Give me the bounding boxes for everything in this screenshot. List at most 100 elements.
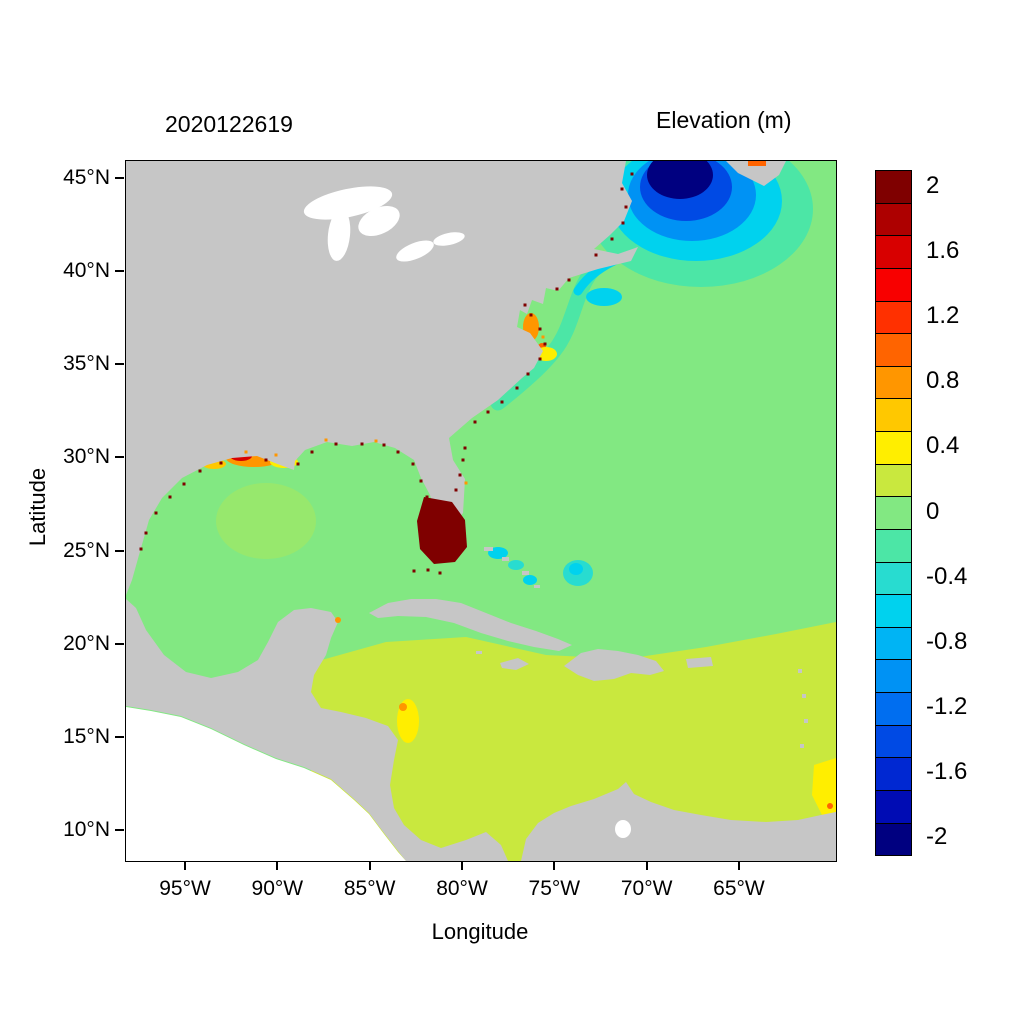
colorbar-block: [876, 431, 911, 464]
north-america-land: [126, 161, 638, 595]
coastal-cell-speckle: [412, 569, 416, 573]
south-florida-surge-blob: [417, 497, 467, 564]
x-tick-mark: [737, 861, 740, 870]
colorbar-block: [876, 594, 911, 627]
colorbar-block: [876, 561, 911, 595]
x-tick-label: 70°W: [620, 877, 673, 900]
coastal-cell-speckle: [411, 462, 415, 466]
coastal-cell-speckle: [219, 461, 223, 465]
nova-scotia-land: [726, 161, 786, 186]
elevation-map: [126, 161, 836, 861]
lake-superior: [303, 186, 393, 220]
colorbar-tick-label: 1.6: [926, 237, 960, 265]
bahamas-island-2: [502, 557, 509, 561]
coastal-cell-speckle: [168, 495, 172, 499]
y-tick-label: 10°N: [63, 817, 110, 841]
coastal-cell-speckle: [567, 278, 571, 282]
colorbar-block: [876, 822, 911, 856]
y-tick-label: 35°N: [63, 352, 110, 376]
coastal-cell-speckle: [523, 303, 527, 307]
cuba-island: [369, 599, 572, 651]
coastal-cell-speckle: [274, 453, 278, 457]
coastal-cell-speckle: [610, 237, 614, 241]
colorbar-block: [876, 659, 911, 692]
colorbar-block: [876, 724, 911, 758]
coastal-extreme-cells: [139, 172, 634, 575]
puerto-rico-island: [686, 657, 713, 668]
lake-huron: [358, 205, 400, 237]
turks-cyan-core: [569, 563, 583, 575]
x-tick-label: 65°W: [713, 877, 765, 900]
coastal-cell-speckle: [538, 327, 542, 331]
colorbar-tick-label: -1.2: [926, 692, 968, 720]
colorbar-tick-label: 0.8: [926, 367, 960, 395]
coastal-cell-speckle: [144, 531, 148, 535]
colorbar-block: [876, 626, 911, 660]
gulf-of-maine-core-navy: [647, 161, 713, 199]
map-plot-area: [125, 160, 837, 862]
caribbean-band: [311, 622, 836, 861]
y-tick-label: 25°N: [63, 538, 110, 562]
x-axis-label: Longitude: [431, 919, 529, 944]
colorbar-block: [876, 267, 911, 301]
colorbar: [875, 170, 912, 856]
coastal-cell-speckle: [529, 313, 533, 317]
coastal-cell-speckle: [334, 442, 338, 446]
y-axis-label: Latitude: [25, 467, 50, 547]
coastal-cell-speckle: [555, 287, 559, 291]
nova-scotia-orange-dash: [748, 161, 766, 166]
east-edge-yellow-patch: [812, 758, 836, 815]
coastal-cell-speckle: [264, 458, 268, 462]
pacific-no-data-region: [126, 707, 406, 861]
hispaniola-island: [564, 649, 664, 681]
coastal-cell-speckle: [500, 400, 504, 404]
colorbar-tick-labels: 2 1.6 1.2 0.8 0.4 0 -0.4 -0.8 -1.2 -1.6 -2: [926, 170, 1006, 853]
coastal-cell-speckle: [425, 495, 429, 499]
lake-michigan: [327, 209, 351, 261]
coastal-cell-speckle: [541, 335, 545, 339]
coastal-cell-speckle: [324, 438, 328, 442]
colorbar-tick-label: -0.4: [926, 562, 968, 590]
coastal-cell-speckle: [594, 253, 598, 257]
y-tick-label: 15°N: [63, 724, 110, 748]
x-tick-mark: [645, 861, 648, 870]
colorbar-block: [876, 300, 911, 334]
run-timestamp-title: 2020122619: [165, 111, 293, 137]
coastal-cell-speckle: [526, 372, 530, 376]
coastal-cell-speckle: [438, 571, 442, 575]
x-tick-mark: [368, 861, 371, 870]
bahamas-cyan-patch-2: [508, 560, 524, 570]
colorbar-block: [876, 528, 911, 562]
x-tick-mark: [460, 861, 463, 870]
y-tick-label: 20°N: [63, 631, 110, 655]
x-tick-label: 90°W: [251, 877, 304, 900]
y-tick-mark: [115, 363, 124, 366]
x-tick-mark: [553, 861, 556, 870]
colorbar-block: [876, 235, 911, 268]
colorbar-tick-label: 0.4: [926, 432, 960, 460]
lake-erie: [396, 240, 434, 262]
colorbar-tick-label: -1.6: [926, 757, 968, 785]
y-tick-mark: [115, 642, 124, 645]
antilles-island-1: [798, 669, 802, 673]
coastal-cell-speckle: [543, 342, 547, 346]
colorbar-tick-label: 0: [926, 497, 940, 525]
coastal-cell-speckle: [515, 386, 519, 390]
colorbar-block: [876, 496, 911, 529]
jamaica-island: [500, 658, 529, 670]
colorbar-block: [876, 365, 911, 399]
antilles-island-3: [804, 719, 808, 723]
colorbar-tick-label: -2: [926, 822, 948, 850]
yucatan-orange-dot: [335, 617, 341, 623]
colorbar-tick-label: 2: [926, 172, 940, 200]
coastal-cell-speckle: [538, 357, 542, 361]
colorbar-block: [876, 171, 911, 203]
colorbar-block: [876, 463, 911, 497]
bahamas-island-4: [534, 585, 540, 588]
coastal-cell-speckle: [139, 547, 143, 551]
coastal-cell-speckle: [310, 450, 314, 454]
land-layer: [126, 161, 836, 861]
south-america-land: [521, 782, 836, 861]
colorbar-block: [876, 202, 911, 236]
surge-overlay: [335, 161, 766, 623]
